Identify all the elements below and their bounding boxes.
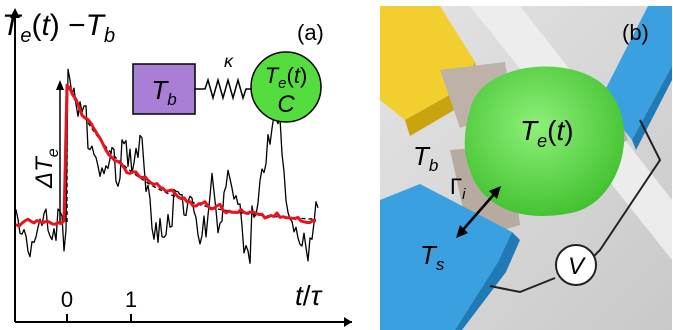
electron-temperature-label: Te(t) bbox=[265, 63, 308, 92]
electron-island bbox=[464, 66, 625, 216]
panel-a-label: (a) bbox=[297, 20, 324, 45]
x-axis-arrow bbox=[344, 317, 352, 327]
bottom-superconducting-lead bbox=[380, 184, 512, 330]
bath-box-label: Tb bbox=[151, 75, 176, 109]
delta-t-label: ΔTe bbox=[31, 148, 62, 189]
panel-b: V (b) Te(t) Tb Γi Ts bbox=[380, 6, 672, 330]
coupling-label: κ bbox=[224, 51, 234, 71]
superconductor-label: Ts bbox=[420, 240, 445, 274]
noisy-temperature-trace bbox=[15, 68, 319, 265]
panel-b-label: (b) bbox=[622, 20, 649, 45]
tunneling-arrowhead-down bbox=[456, 225, 468, 238]
right-lead-side bbox=[632, 66, 672, 150]
bottom-lead-side bbox=[455, 232, 520, 330]
delta-t-arrowhead bbox=[56, 80, 64, 90]
meter-wire-bottom bbox=[489, 277, 556, 294]
x-tick-label-0: 0 bbox=[61, 287, 73, 312]
heat-capacity-label: C bbox=[277, 91, 295, 118]
bath-label: Tb bbox=[413, 141, 438, 175]
x-axis-label: t/τ bbox=[295, 280, 323, 311]
thermal-coupling-spring bbox=[195, 77, 253, 101]
panel-a: 0 1 Te(t) −Tb t/τ (a) ΔTe Tb κ Te(t) C bbox=[2, 8, 352, 327]
bath-box bbox=[132, 63, 196, 115]
averaged-temperature-trace bbox=[15, 83, 317, 228]
thermal-model-inset: Tb κ Te(t) C bbox=[132, 51, 322, 123]
normal-lead-side bbox=[405, 62, 478, 136]
meter-wire-top bbox=[589, 119, 662, 261]
electron-circle bbox=[250, 51, 322, 123]
voltmeter-icon bbox=[555, 244, 597, 286]
y-axis-arrow bbox=[10, 8, 20, 18]
tunneling-arrowhead-up bbox=[489, 186, 501, 199]
x-tick-label-1: 1 bbox=[125, 287, 137, 312]
y-axis-label: Te(t) −Tb bbox=[2, 9, 115, 47]
tunneling-arrow bbox=[460, 191, 497, 233]
island-label: Te(t) bbox=[520, 115, 574, 151]
rate-label: Γi bbox=[450, 174, 466, 203]
voltmeter-label: V bbox=[568, 253, 586, 280]
